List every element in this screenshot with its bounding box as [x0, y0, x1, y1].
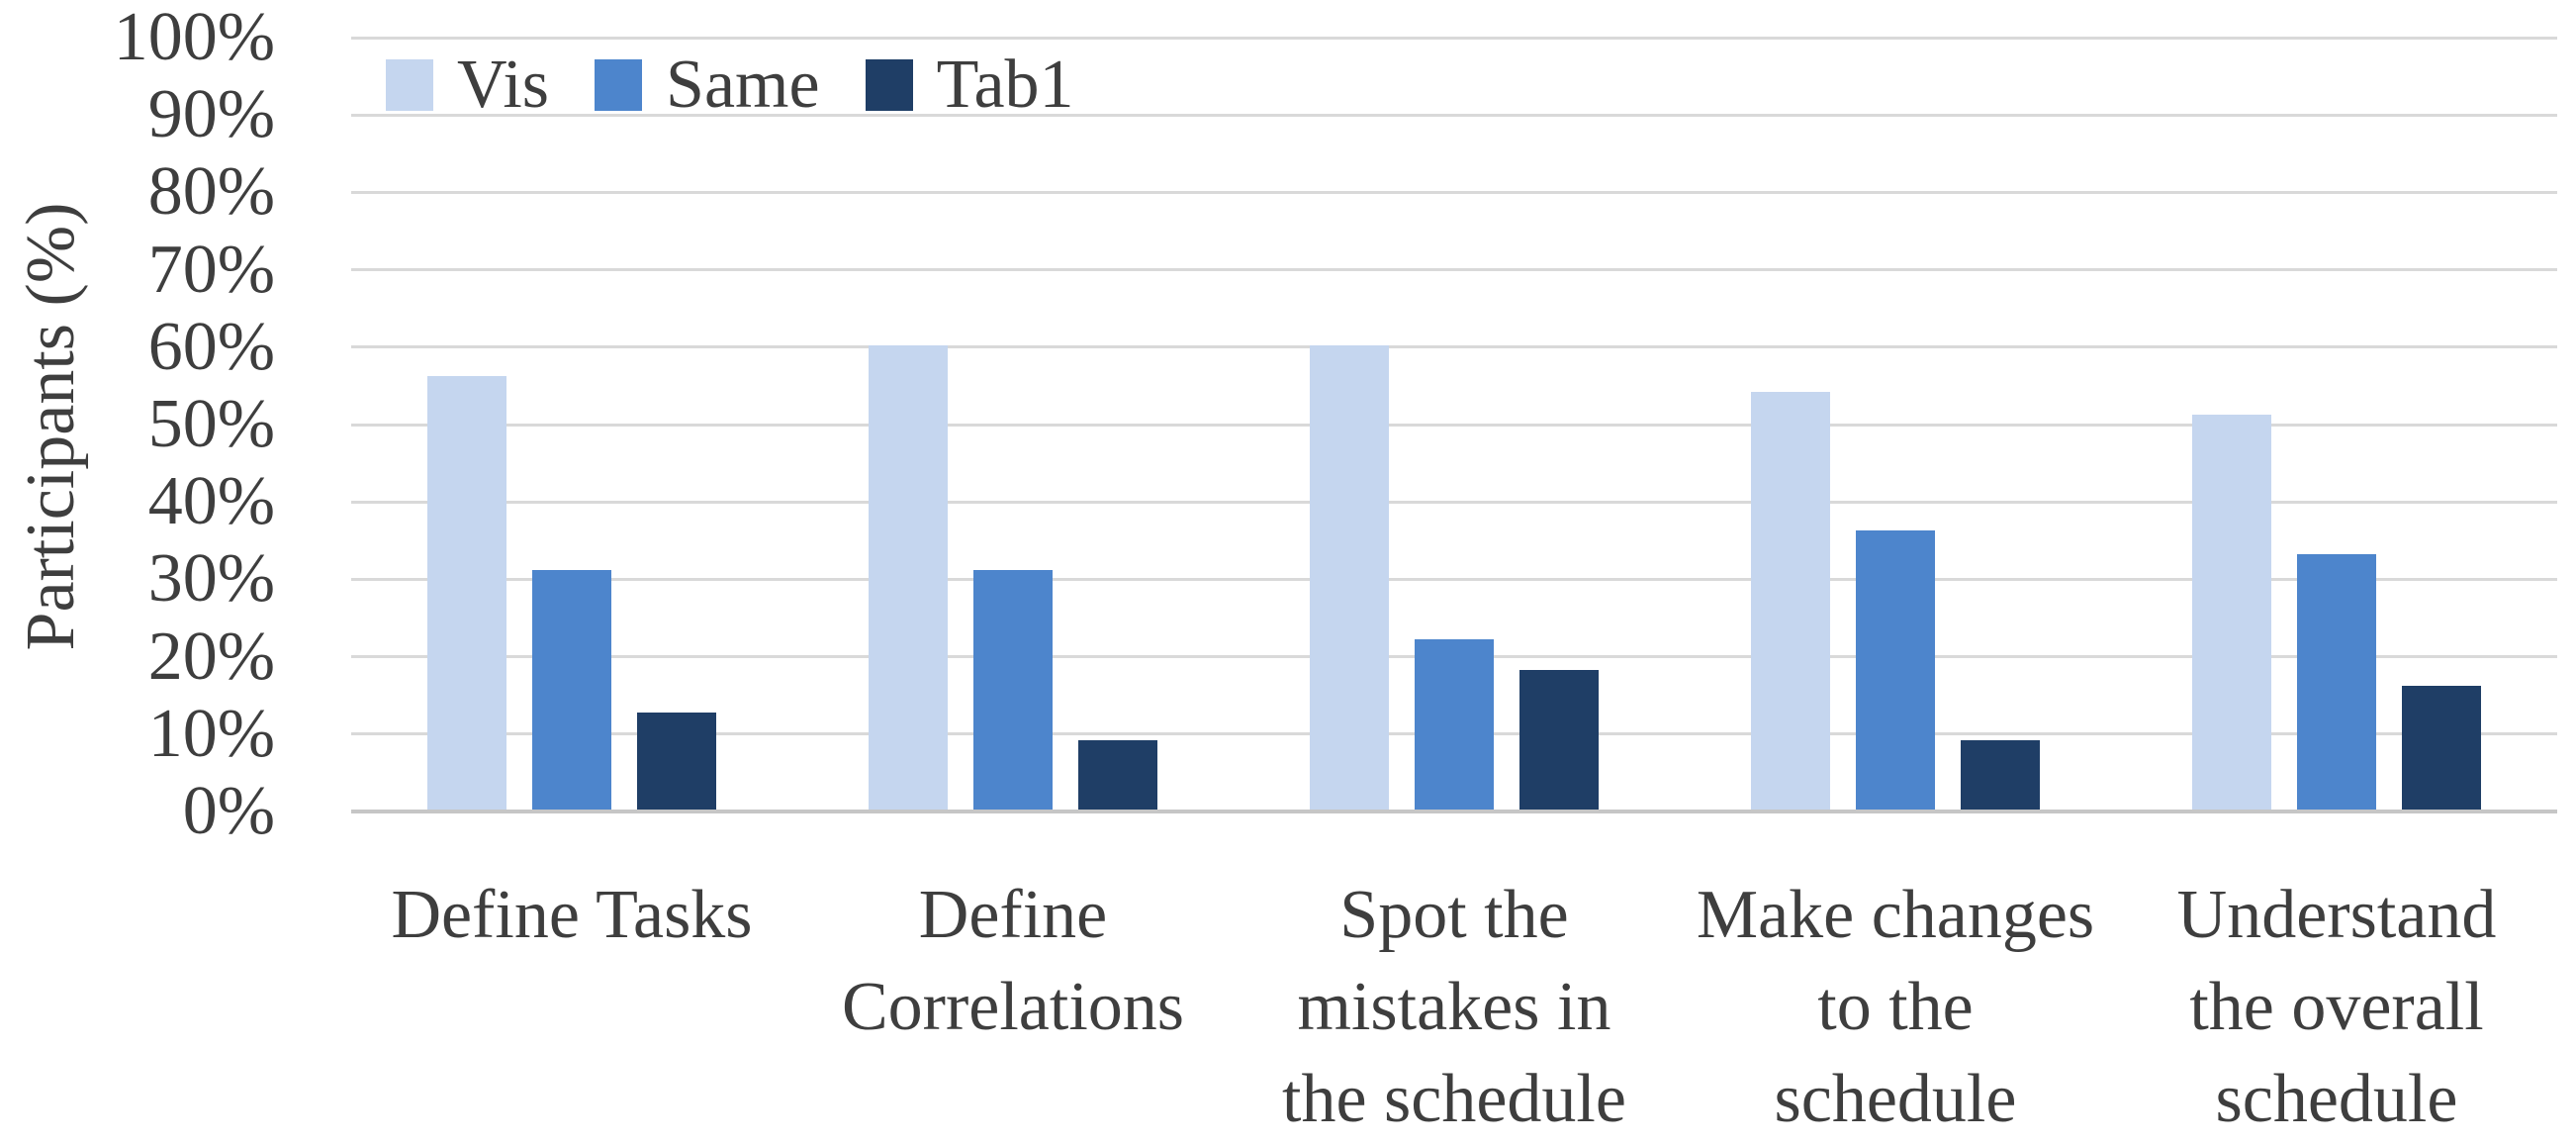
bar-tab1-1 [637, 713, 716, 810]
legend-label-same: Same [666, 47, 820, 123]
bar-vis-5 [2192, 415, 2271, 810]
y-tick-label: 30% [147, 540, 275, 618]
y-tick-label: 20% [147, 618, 275, 695]
x-category-label-2: Define Correlations [792, 869, 1234, 1053]
bar-same-5 [2297, 554, 2376, 810]
y-tick-label: 10% [147, 695, 275, 772]
gridline [351, 423, 2557, 427]
gridline [351, 190, 2557, 194]
gridline [351, 113, 2557, 117]
x-category-label-line: Understand [2176, 877, 2497, 953]
legend-swatch-vis [386, 59, 433, 111]
gridline [351, 500, 2557, 504]
legend-entry-vis: Vis [386, 45, 549, 126]
x-category-label-3: Spot the mistakes in the schedule [1234, 869, 1675, 1145]
x-category-label-line: Spot the [1339, 877, 1569, 953]
y-tick-label: 70% [147, 231, 275, 308]
bar-tab1-2 [1078, 740, 1157, 810]
y-tick-label: 40% [147, 463, 275, 540]
x-category-label-line: Define [918, 877, 1108, 953]
y-tick-label: 0% [182, 773, 275, 849]
bar-tab1-3 [1519, 670, 1599, 810]
gridline [351, 577, 2557, 581]
bar-same-4 [1856, 530, 1935, 810]
x-category-label-line: to the [1817, 969, 1974, 1045]
x-axis-line [351, 810, 2557, 813]
bar-vis-3 [1310, 345, 1389, 810]
x-category-label-line: mistakes in [1297, 969, 1611, 1045]
x-category-label-line: the schedule [1282, 1061, 1626, 1137]
x-category-label-5: Understand the overall schedule [2116, 869, 2557, 1145]
y-tick-label: 90% [147, 76, 275, 153]
legend-label-vis: Vis [457, 47, 550, 123]
bar-same-1 [532, 570, 611, 810]
bar-vis-2 [869, 345, 948, 810]
x-category-label-line: Correlations [841, 969, 1185, 1045]
x-category-label-4: Make changes to the schedule [1675, 869, 2116, 1145]
bar-tab1-4 [1961, 740, 2040, 810]
gridline [351, 268, 2557, 272]
x-category-label-line: Make changes [1696, 877, 2095, 953]
y-tick-label: 80% [147, 153, 275, 231]
bar-same-2 [973, 570, 1053, 810]
bar-same-3 [1415, 639, 1494, 810]
gridline [351, 345, 2557, 349]
y-tick-label: 100% [113, 0, 275, 75]
x-category-label-line: schedule [1774, 1061, 2017, 1137]
x-category-label-1: Define Tasks [351, 869, 792, 961]
y-tick-label: 60% [147, 308, 275, 385]
bar-vis-1 [427, 376, 506, 810]
x-category-label-line: Define Tasks [391, 877, 753, 953]
legend-entry-same: Same [595, 45, 820, 126]
legend-label-tab1: Tab1 [936, 47, 1074, 123]
legend-entry-tab1: Tab1 [865, 45, 1074, 126]
x-category-label-line: schedule [2215, 1061, 2458, 1137]
bar-vis-4 [1751, 392, 1830, 810]
legend-swatch-tab1 [865, 59, 913, 111]
x-category-label-line: the overall [2189, 969, 2484, 1045]
legend-swatch-same [595, 59, 643, 111]
gridline [351, 36, 2557, 40]
bar-tab1-5 [2402, 686, 2481, 810]
legend: Vis Same Tab1 [386, 45, 1074, 126]
y-tick-label: 50% [147, 386, 275, 462]
